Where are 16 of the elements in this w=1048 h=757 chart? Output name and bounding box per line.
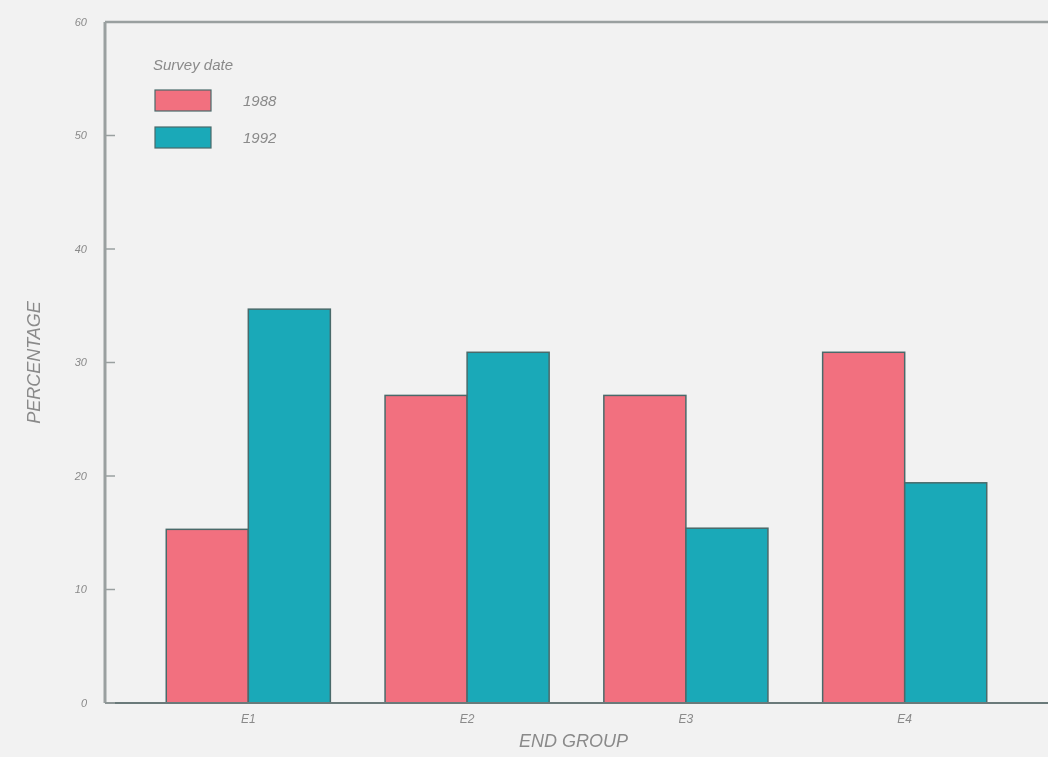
x-tick-label: E3 (678, 712, 694, 726)
y-axis-title: PERCENTAGE (24, 300, 44, 424)
y-tick-label: 50 (74, 129, 88, 142)
legend-title: Survey date (153, 56, 234, 73)
y-tick-label: 20 (73, 469, 88, 482)
x-tick-label: E1 (240, 712, 256, 726)
y-tick-label: 30 (74, 356, 88, 369)
legend-label: 1988 (243, 92, 278, 110)
x-tick-label: E2 (459, 712, 475, 726)
y-tick-label: 60 (74, 15, 88, 28)
x-tick-label: E4 (897, 712, 913, 726)
x-axis-title: END GROUP (518, 731, 629, 751)
y-tick-label: 10 (74, 583, 88, 596)
y-tick-label: 40 (74, 242, 88, 255)
y-tick-label: 0 (80, 696, 88, 709)
legend-label: 1992 (243, 129, 278, 147)
